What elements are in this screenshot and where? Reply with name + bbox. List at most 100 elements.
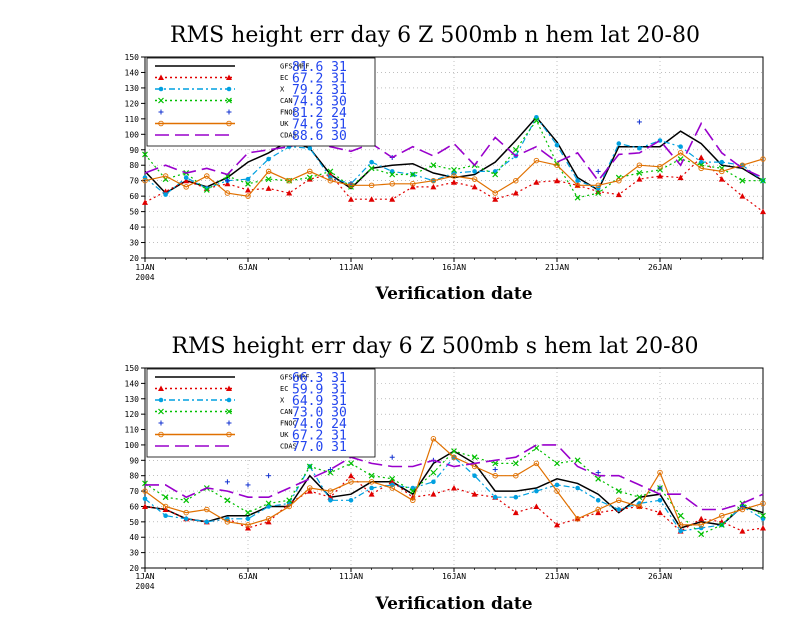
legend-label: FNOC: [280, 420, 297, 428]
data-point: [595, 475, 602, 482]
data-point: [718, 521, 725, 528]
data-point: [307, 145, 313, 151]
legend-label: X: [280, 397, 285, 405]
marker-stroke: [533, 445, 540, 451]
data-point: [677, 512, 684, 519]
marker-stroke: [327, 469, 334, 476]
y-tick-label: 80: [129, 472, 139, 481]
data-point: [512, 146, 519, 153]
data-point: [698, 165, 704, 172]
data-point: [389, 485, 395, 491]
y-tick-label: 60: [129, 502, 139, 511]
legend-label: X: [280, 86, 285, 94]
data-point: [328, 498, 333, 503]
data-point: [224, 519, 231, 525]
data-point: [513, 494, 519, 500]
marker-stroke: [739, 177, 746, 184]
data-point: [471, 183, 478, 190]
data-point: [430, 491, 437, 497]
y-tick-label: 20: [129, 254, 139, 263]
data-point: [306, 174, 313, 181]
legend-stats: 77.0 31: [292, 440, 347, 455]
legend-marker: [158, 397, 164, 403]
data-point: [430, 162, 437, 169]
data-point: [348, 182, 354, 189]
data-point: [760, 500, 766, 507]
data-point: [533, 460, 540, 467]
data-point: [472, 473, 477, 478]
data-point: [595, 188, 602, 195]
data-point: [245, 176, 251, 182]
data-point: [265, 168, 272, 175]
data-point: [657, 164, 663, 170]
marker-stroke: [389, 171, 396, 178]
series-ec: [142, 154, 766, 215]
data-point: [451, 485, 457, 491]
data-point: [451, 454, 457, 460]
legend-label: CDAS: [280, 443, 297, 451]
data-point: [409, 171, 416, 178]
data-point: [265, 518, 272, 525]
data-point: [574, 516, 581, 522]
data-point: [698, 154, 705, 160]
data-point: [348, 498, 354, 503]
data-point: [554, 460, 560, 467]
marker-stroke: [348, 460, 354, 467]
data-point: [636, 503, 643, 510]
data-point: [409, 183, 416, 190]
data-point: [739, 193, 746, 199]
data-point: [492, 467, 498, 473]
data-point: [492, 171, 499, 178]
data-point: [533, 503, 540, 509]
marker-stroke: [226, 408, 232, 415]
legend-marker: [226, 420, 232, 426]
chart-panel-2: RMS height err day 6 Z 500mb s hem lat 2…: [125, 334, 766, 614]
data-point: [431, 479, 436, 485]
legend-box: [146, 368, 376, 458]
data-point: [389, 454, 395, 460]
legend-item: CAN 73.0 30: [155, 406, 347, 421]
marker-stroke: [327, 168, 334, 175]
data-point: [533, 117, 540, 124]
marker-stroke: [245, 180, 251, 187]
y-tick-label: 120: [125, 99, 140, 108]
marker-stroke: [158, 97, 164, 104]
data-point: [265, 516, 272, 522]
marker-stroke: [142, 151, 148, 158]
marker-stroke: [389, 475, 396, 482]
data-point: [636, 494, 643, 501]
data-point: [245, 509, 251, 516]
data-point: [451, 166, 457, 173]
data-point: [677, 522, 684, 528]
legend-label: GFS/MRF: [280, 374, 310, 382]
legend-label: UK: [280, 120, 289, 128]
data-point: [327, 177, 334, 184]
data-point: [739, 177, 746, 184]
marker-stroke: [718, 521, 725, 528]
data-point: [575, 485, 580, 491]
legend-marker: [226, 109, 232, 115]
marker-stroke: [183, 497, 190, 504]
data-point: [368, 472, 375, 479]
marker-stroke: [533, 117, 540, 124]
data-point: [368, 491, 375, 497]
y-tick-label: 140: [125, 379, 140, 388]
x-tick-sublabel: 2004: [135, 582, 154, 591]
data-point: [760, 525, 766, 531]
legend-marker: [158, 74, 164, 80]
legend-item: X 79.2 31: [155, 83, 347, 98]
y-tick-label: 70: [129, 487, 139, 496]
y-tick-label: 130: [125, 84, 140, 93]
data-point: [245, 525, 251, 531]
data-point: [595, 470, 601, 476]
data-point: [739, 506, 746, 513]
marker-stroke: [595, 475, 602, 482]
data-point: [512, 509, 519, 516]
data-point: [368, 479, 375, 485]
data-point: [307, 168, 313, 175]
data-point: [719, 512, 725, 519]
y-tick-label: 130: [125, 395, 140, 404]
data-point: [368, 196, 375, 202]
